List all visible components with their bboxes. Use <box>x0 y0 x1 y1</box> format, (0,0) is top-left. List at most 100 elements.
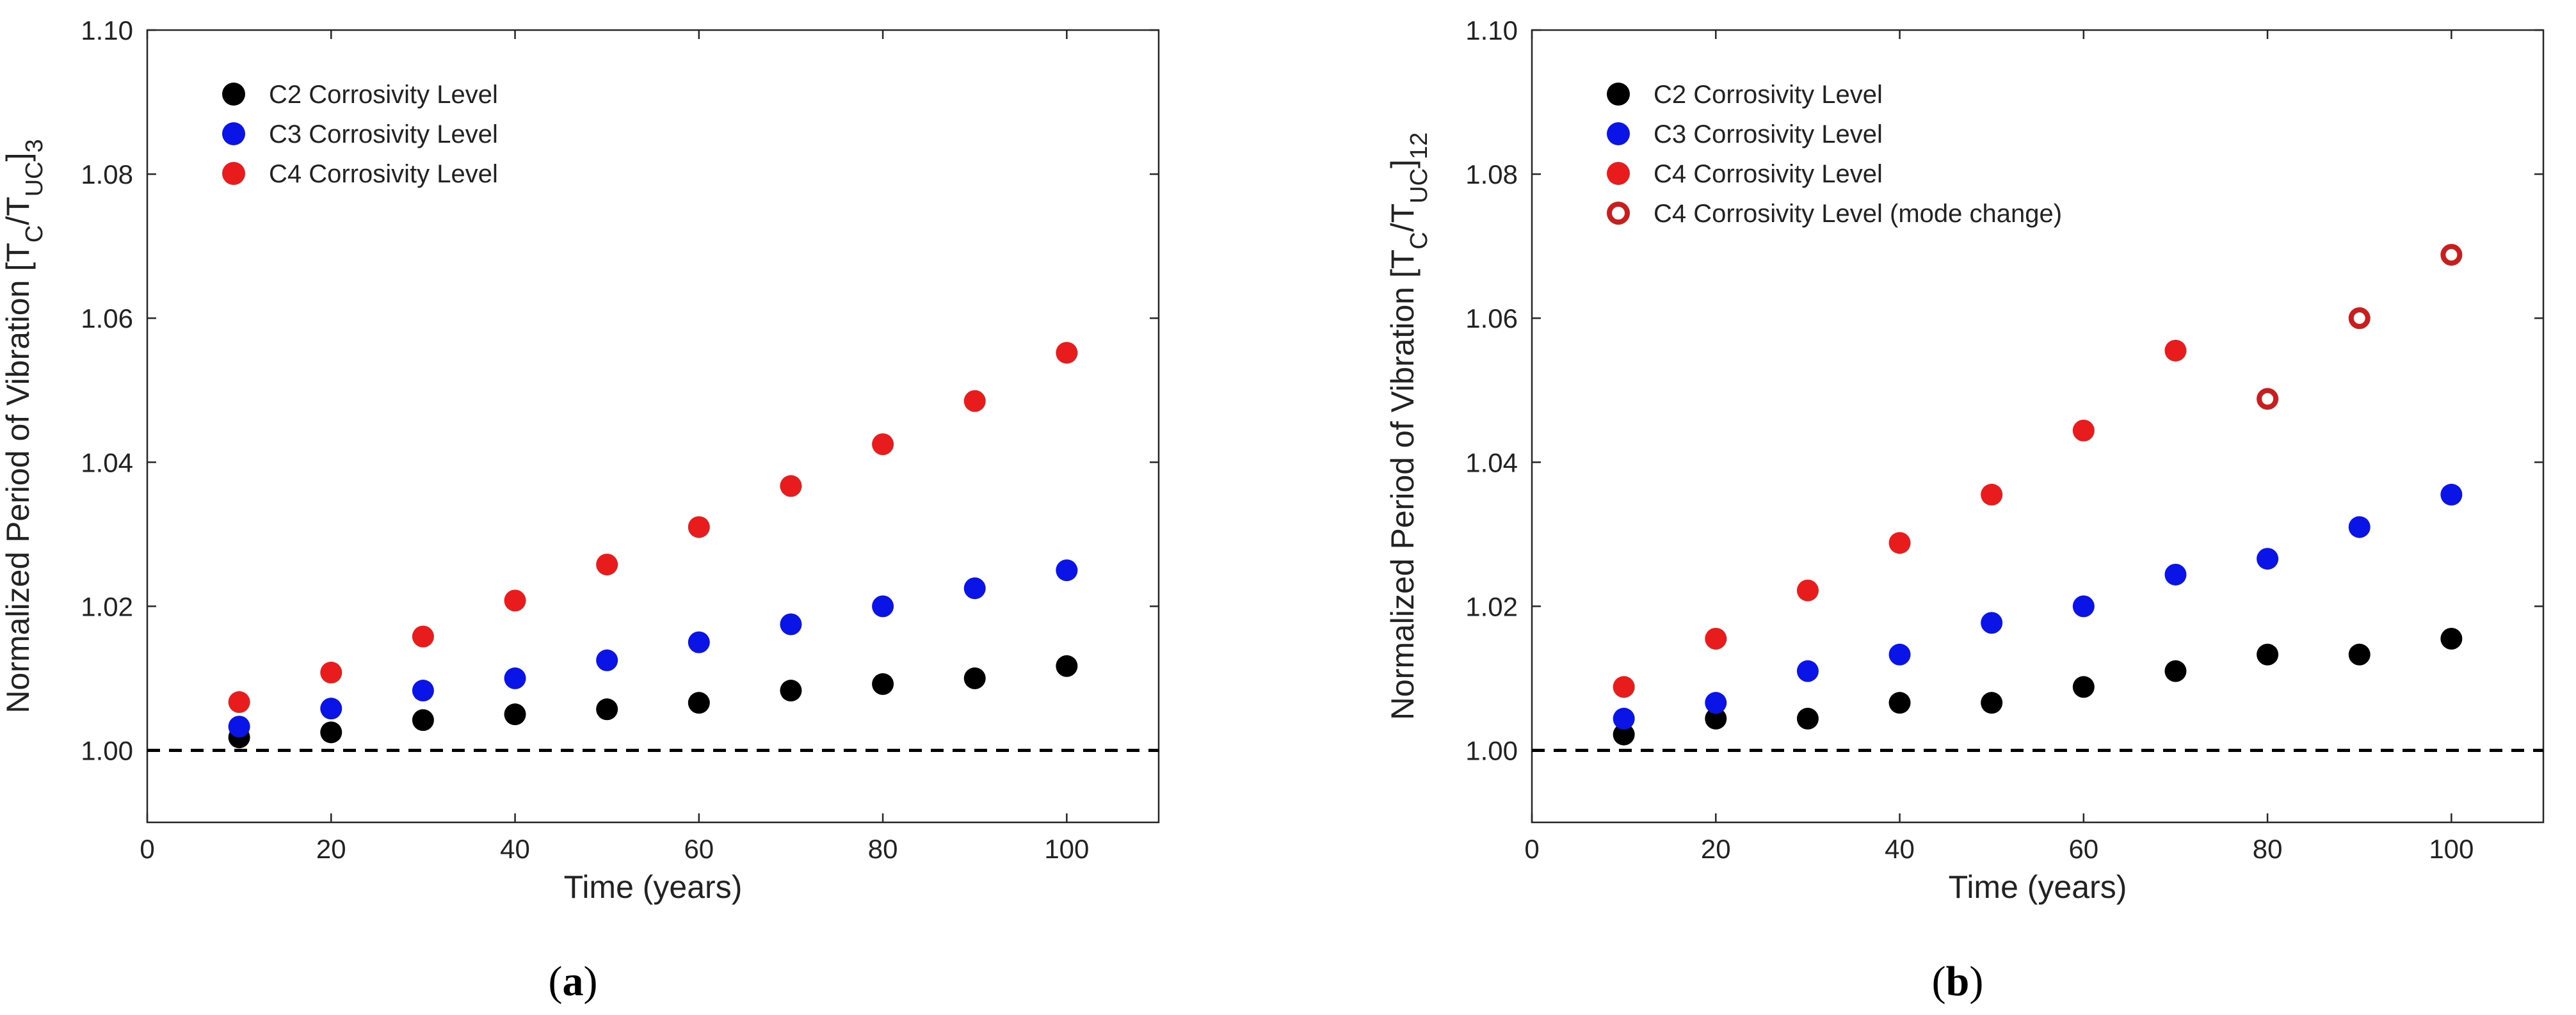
y-axis-label-sub: 12 <box>1406 132 1433 159</box>
data-point <box>1056 342 1078 364</box>
data-point <box>688 631 710 653</box>
y-tick-label: 1.04 <box>1465 447 1518 477</box>
data-point <box>963 390 986 412</box>
y-tick-label: 1.10 <box>81 15 133 45</box>
chart-panel-a: 0 20 40 60 80 100 1.00 1.02 1.04 1.06 1.08 1.10 Time… <box>0 15 1160 1005</box>
panel-caption-letter: b <box>1946 958 1970 1005</box>
data-point <box>1613 676 1635 698</box>
data-point <box>1705 707 1727 730</box>
legend-marker <box>1607 162 1630 185</box>
data-point <box>320 698 342 720</box>
legend-marker <box>1607 202 1630 225</box>
data-point <box>2257 548 2279 570</box>
data-point <box>780 613 802 635</box>
legend-label: C2 Corrosivity Level <box>269 81 498 109</box>
data-point <box>872 595 894 618</box>
y-tick-label: 1.02 <box>81 591 133 621</box>
y-axis-label-close: ] <box>0 152 36 161</box>
y-axis-label-sub: C <box>1406 232 1433 249</box>
data-point <box>2348 643 2371 666</box>
data-point <box>1981 692 2003 714</box>
y-axis-label-sub: UC <box>1406 168 1433 204</box>
data-point <box>688 516 710 538</box>
y-axis-label-sub: UC <box>21 161 48 196</box>
data-point <box>1796 660 1819 682</box>
data-point <box>1613 707 1635 730</box>
legend-label: C4 Corrosivity Level <box>1654 160 1883 188</box>
data-point <box>1705 692 1727 714</box>
y-axis-label-slash: /T <box>0 196 36 225</box>
y-tick-label: 1.08 <box>81 159 133 189</box>
x-tick-label: 60 <box>684 834 714 864</box>
data-point <box>504 703 526 726</box>
y-tick-label: 1.10 <box>1465 15 1518 45</box>
data-point <box>2164 660 2187 682</box>
x-tick-label: 100 <box>2429 834 2474 864</box>
series-c4-corrosivity-level <box>228 342 1078 714</box>
legend: C2 Corrosivity Level C3 Corrosivity Level… <box>1607 81 2062 228</box>
x-tick-label: 0 <box>140 834 154 864</box>
data-point <box>2072 419 2095 442</box>
series-c3-corrosivity-level <box>1613 483 2463 730</box>
y-axis-label-main: Normalized Period of Vibration [T <box>0 243 36 714</box>
data-point <box>963 577 986 600</box>
x-tick-label: 100 <box>1044 834 1089 864</box>
data-point <box>1796 579 1819 602</box>
data-point <box>2348 516 2371 538</box>
data-point <box>1796 707 1819 730</box>
data-point <box>1888 532 1911 554</box>
y-axis-label-slash: /T <box>1385 204 1421 232</box>
data-point <box>1056 655 1078 677</box>
data-point <box>2072 676 2095 698</box>
legend-label: C3 Corrosivity Level <box>1654 120 1883 148</box>
y-axis-label-close: ] <box>1385 159 1421 168</box>
x-axis-label: Time (years) <box>1949 869 2127 905</box>
y-tick-label: 1.04 <box>81 447 133 477</box>
series-c2-corrosivity-level <box>1613 628 2463 746</box>
data-point <box>320 721 342 744</box>
x-tick-label: 0 <box>1524 834 1539 864</box>
x-tick-label: 80 <box>868 834 898 864</box>
data-point <box>596 554 618 576</box>
y-tick-label: 1.06 <box>1465 303 1518 333</box>
data-point <box>872 433 894 456</box>
x-tick-label: 40 <box>1885 834 1915 864</box>
data-point <box>1888 643 1911 666</box>
data-point <box>412 680 434 702</box>
data-point <box>2164 563 2187 586</box>
data-point <box>2348 307 2371 330</box>
data-point <box>1888 692 1911 714</box>
y-axis-label: Normalized Period of Vibration [TC/TUC]1… <box>1385 132 1433 721</box>
y-axis-label-sub: 3 <box>21 139 48 152</box>
series-c4-corrosivity-level <box>1613 339 2187 698</box>
data-point <box>2440 244 2463 266</box>
legend-label: C2 Corrosivity Level <box>1654 81 1883 109</box>
x-tick-label: 40 <box>500 834 530 864</box>
y-axis-label-main: Normalized Period of Vibration [T <box>1385 250 1421 721</box>
data-point <box>2257 388 2279 410</box>
panel-caption: (a) <box>549 958 598 1005</box>
series-c4-corrosivity-level-mode-change <box>2257 244 2463 410</box>
plot-frame <box>1531 29 2545 824</box>
legend-marker <box>1607 122 1630 145</box>
panel-caption-open: ( <box>549 958 563 1005</box>
data-point <box>780 475 802 497</box>
panel-caption-close: ) <box>1969 958 1983 1005</box>
y-axis-label: Normalized Period of Vibration [TC/TUC]3 <box>0 139 48 713</box>
data-point <box>2164 339 2187 362</box>
data-point <box>320 661 342 683</box>
chart-panel-b: 0 20 40 60 80 100 1.00 1.02 1.04 1.06 1.08 1.10 Time… <box>1385 15 2545 1005</box>
y-axis-label-sub: C <box>21 225 48 243</box>
y-tick-label: 1.06 <box>81 303 133 333</box>
panel-caption-letter: a <box>563 958 584 1005</box>
data-point <box>963 667 986 689</box>
data-point <box>596 649 618 671</box>
x-axis-label: Time (years) <box>564 869 743 905</box>
data-point <box>228 715 250 738</box>
data-point <box>872 673 894 695</box>
x-tick-label: 20 <box>1701 834 1731 864</box>
y-tick-label: 1.00 <box>1465 735 1518 765</box>
legend: C2 Corrosivity Level C3 Corrosivity Level… <box>222 81 498 188</box>
panel-caption: (b) <box>1932 958 1984 1005</box>
